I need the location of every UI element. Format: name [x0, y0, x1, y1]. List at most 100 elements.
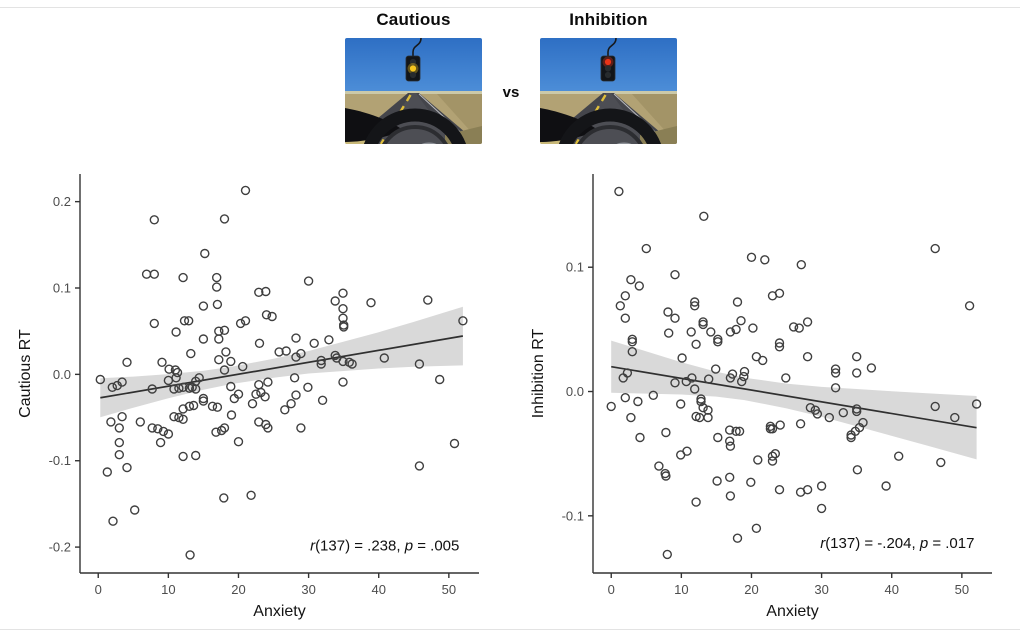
data-point [164, 364, 174, 374]
data-point [816, 503, 827, 514]
data-point [296, 423, 306, 433]
data-point [107, 382, 118, 393]
data-point [816, 481, 827, 491]
data-point [725, 327, 736, 337]
data-point [347, 359, 357, 369]
data-point [338, 288, 348, 298]
x-axis-title: Anxiety [253, 603, 305, 620]
data-point [725, 373, 736, 383]
data-point [950, 412, 960, 423]
data-point [214, 354, 224, 365]
y-axis-title: Cautious RT [17, 329, 34, 418]
data-point [289, 373, 300, 383]
data-point [725, 491, 736, 501]
data-point [852, 351, 862, 362]
data-point [229, 393, 240, 404]
data-point [746, 477, 756, 487]
data-point [689, 301, 700, 311]
data-point [108, 516, 118, 526]
data-point [240, 316, 251, 326]
data-point [689, 384, 700, 394]
data-point [739, 366, 750, 377]
top-divider [0, 7, 1020, 8]
driving-scene-cautious-image [345, 38, 482, 144]
data-point [654, 461, 664, 471]
x-tick-label: 40 [884, 582, 898, 597]
data-point [725, 441, 736, 451]
hub-highlight [421, 142, 437, 144]
data-point [267, 311, 277, 322]
regression-line [100, 335, 464, 399]
data-point [117, 412, 127, 422]
data-point [153, 424, 163, 434]
yellow-lamp [604, 65, 612, 72]
data-point [106, 417, 116, 427]
traffic-light-pole [412, 38, 422, 57]
data-point [796, 259, 806, 270]
data-point [736, 315, 746, 326]
data-point [830, 368, 841, 378]
data-point [802, 485, 813, 495]
data-point [186, 348, 196, 359]
data-point [122, 357, 132, 368]
data-point [179, 316, 190, 326]
data-point [261, 310, 272, 320]
data-point [184, 401, 195, 412]
data-point [95, 374, 106, 385]
data-point [339, 322, 349, 332]
data-point [767, 456, 778, 466]
data-point [641, 243, 652, 254]
data-point [971, 399, 982, 409]
data-point [157, 357, 167, 368]
data-point [699, 211, 709, 221]
data-point [178, 414, 188, 424]
x-tick-label: 10 [674, 582, 688, 597]
y-tick-label: -0.1 [562, 508, 584, 523]
data-point [114, 450, 125, 460]
data-point [670, 378, 680, 388]
data-point [852, 406, 862, 417]
data-point [710, 364, 721, 374]
data-point [212, 402, 223, 412]
data-point [746, 252, 757, 263]
data-point [734, 426, 745, 436]
data-point [237, 361, 248, 372]
data-point [881, 481, 891, 491]
data-point [802, 317, 813, 327]
data-point [838, 407, 848, 418]
data-point [235, 318, 246, 329]
data-point [149, 269, 160, 279]
data-point [767, 451, 778, 461]
data-point [211, 282, 222, 292]
data-point [330, 296, 340, 306]
data-point [251, 389, 261, 399]
data-point [309, 338, 319, 349]
data-point [627, 334, 638, 345]
data-point [698, 317, 708, 327]
data-point [751, 523, 762, 533]
data-point [221, 347, 231, 357]
data-point [606, 401, 616, 412]
steering-wheel-rim [363, 108, 467, 144]
steering-wheel-inner-ring [577, 125, 643, 144]
data-point [866, 363, 877, 373]
data-point [190, 384, 201, 394]
green-lamp [409, 71, 417, 79]
data-point [198, 396, 209, 406]
x-tick-label: 30 [814, 582, 828, 597]
data-point [689, 297, 700, 307]
data-point [736, 376, 747, 387]
condition-label-cautious: Cautious [376, 10, 451, 29]
data-point [696, 394, 706, 404]
data-point [274, 347, 284, 357]
confidence-band [611, 340, 977, 460]
data-point [691, 497, 701, 507]
data-point [661, 427, 671, 438]
x-tick-label: 0 [95, 582, 102, 597]
steering-wheel-rim [558, 108, 662, 144]
data-point [635, 432, 645, 443]
red-lamp [604, 58, 612, 66]
data-point [194, 373, 204, 383]
data-point [732, 297, 743, 307]
data-point [174, 412, 184, 423]
